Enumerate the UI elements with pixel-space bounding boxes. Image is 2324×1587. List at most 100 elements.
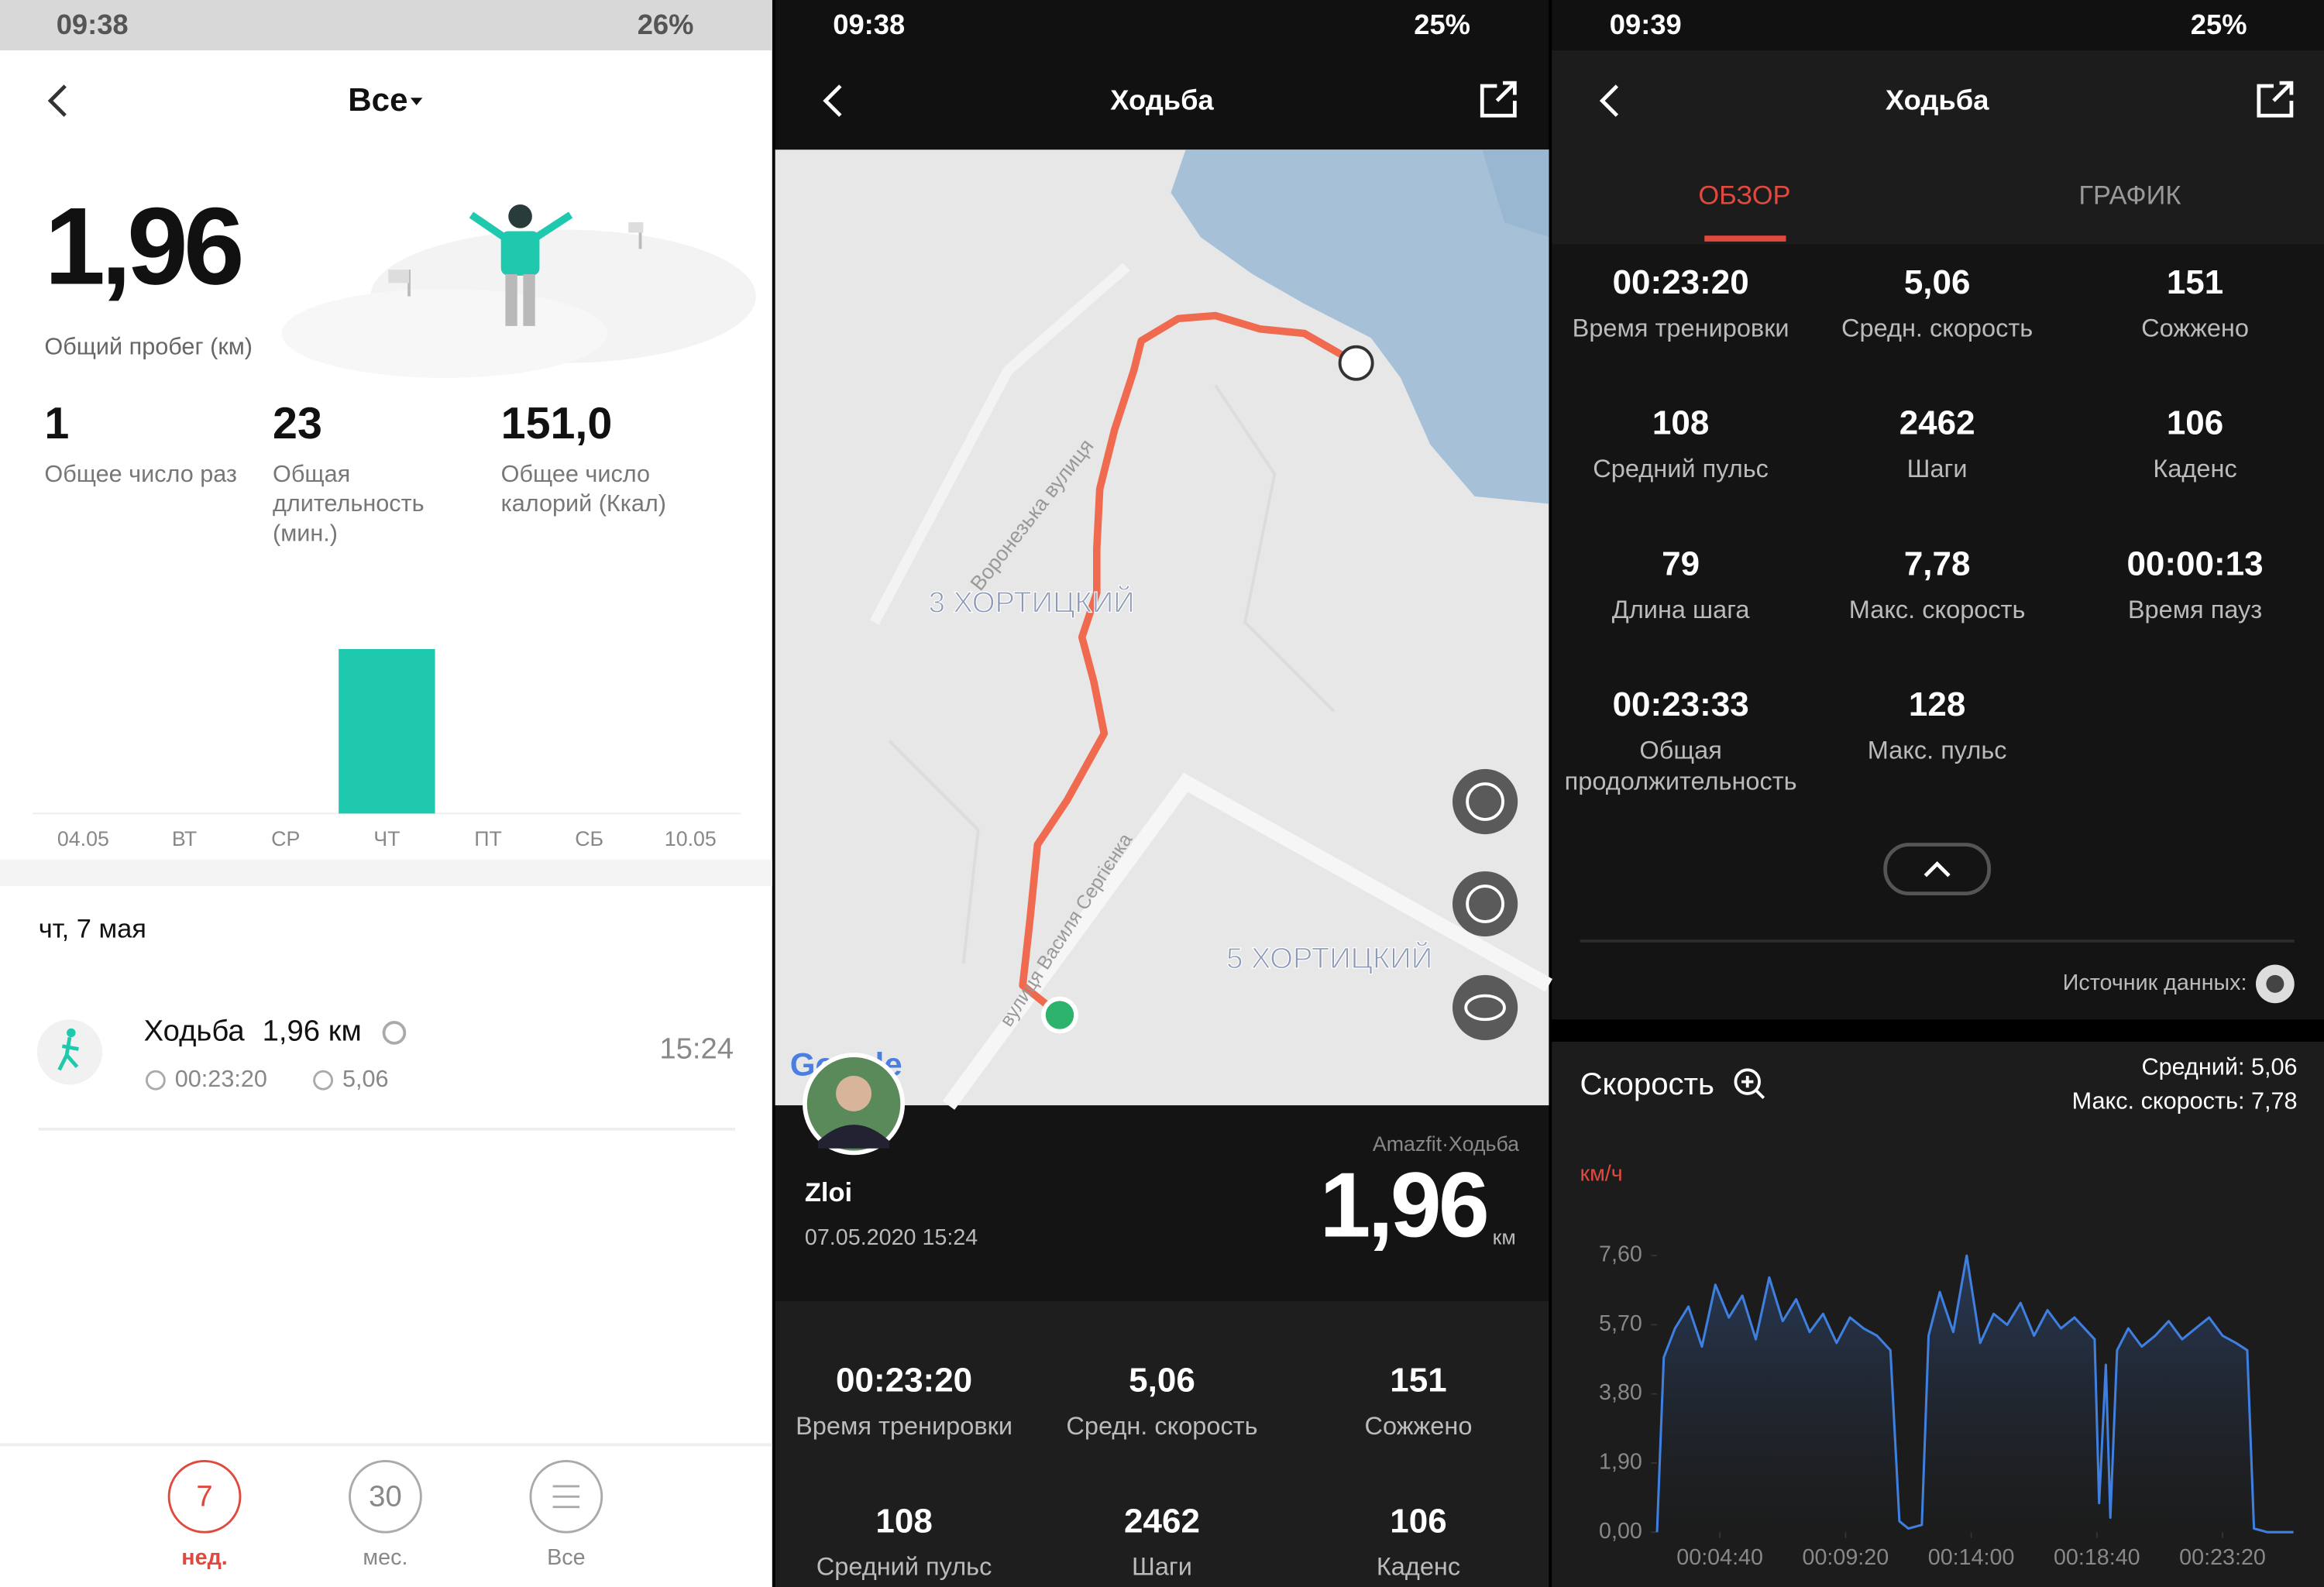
total-distance: 1,96 [44,185,241,307]
road [888,740,980,964]
stat-label-box: Общее число раз [44,462,237,488]
stat-label-box: Общее число калорий (Ккал) [501,462,666,517]
distance-unit: км [1493,1225,1516,1249]
stat-value: 106 [1390,1502,1446,1540]
icon [1464,994,1506,1022]
water [1171,149,1549,504]
tab-indicator [1704,235,1786,242]
panel-middle-header [775,0,1549,150]
filter-title[interactable]: Все [348,81,407,118]
x-tick-label: 00:23:20 [2179,1545,2266,1570]
road [942,772,1553,1110]
stat-label-box: Общая продолжительность [1565,737,1797,796]
route-start [1041,996,1078,1034]
stat-label: Каденс [1376,1552,1461,1582]
title: Ходьба [1886,84,1989,116]
stat-value: 151 [2167,263,2223,301]
user-name: Zloi [805,1178,852,1207]
stat-label: Средний пульс [1593,455,1769,483]
day-label: чт, 7 мая [39,915,146,944]
nav-icon[interactable]: 30 [369,1479,402,1513]
stat-value: 00:23:33 [1613,685,1749,723]
device: Amazfit·Ходьба [1373,1132,1519,1156]
nav-label[interactable]: Все [547,1545,585,1570]
stat-value: 5,06 [1129,1362,1195,1400]
x-tick-label: 00:09:20 [1803,1545,1889,1570]
stat-label: Время тренировки [796,1412,1013,1441]
distance: 1,96 [1319,1154,1487,1256]
stat-value: 2462 [1899,404,1975,442]
icons [36,81,2295,1534]
stats-area [775,1300,1549,1587]
y-tick-label: 0,00 [1599,1519,1642,1544]
status-time: 09:38 [57,9,129,40]
stat-label-box: Длина шага [1611,596,1750,624]
nav-icon[interactable]: 7 [196,1479,212,1513]
x-tick-label: СБ [575,827,603,850]
x-tick-label: 00:14:00 [1928,1545,2015,1570]
title: Ходьба [1110,84,1214,116]
stat-label: Сожжено [1364,1412,1473,1441]
stat-label: Длина шага [1611,596,1750,624]
stat-value: 00:00:13 [2126,544,2263,582]
stat-value: 108 [875,1502,932,1540]
x-tick-label: 10.05 [665,827,717,850]
x-tick-label: ЧТ [373,827,400,850]
data-source: Источник данных: [2063,970,2247,995]
stat-value: 151 [1390,1362,1446,1400]
status-time: 09:39 [1610,9,1682,40]
stat-value: 2462 [1124,1502,1200,1540]
annotation: Макс. скорость: 7,78 [2072,1087,2298,1114]
total-label: Общий пробег (км) [44,334,253,360]
separator [0,859,772,887]
nav-label[interactable]: мес. [363,1545,407,1570]
status-bar [0,0,772,51]
y-axis-label: км/ч [1580,1162,1623,1187]
stats-area [1552,244,2324,1020]
map-button[interactable] [1452,871,1518,937]
x-tick-label: ВТ [172,827,197,850]
bar [339,648,435,814]
stat-value: 7,78 [1904,544,1971,582]
stat-label-box: Каденс [2153,455,2237,483]
workout-time: 15:24 [659,1032,734,1066]
tab[interactable]: ГРАФИК [2078,181,2181,211]
battery: 26% [638,9,694,40]
stat-label: Общая длительность (мин.) [273,462,425,547]
summary [775,1105,1549,1301]
stat-value: 151,0 [501,399,613,448]
stat-label: Средний пульс [816,1552,992,1582]
workout-distance: 1,96 км [263,1015,362,1048]
avatar-body [818,1125,889,1149]
stat-label-box: Сожжено [2141,314,2249,342]
dropdown-icon [410,98,423,105]
workout-duration: 00:23:20 [175,1066,267,1092]
battery: 25% [2191,9,2247,40]
stat-label: Каденс [2153,455,2237,483]
line [1655,1254,2294,1534]
stat-value: 23 [273,399,322,448]
stat-value: 106 [2167,404,2223,442]
x-tick-label: 00:04:40 [1676,1545,1763,1570]
map-button[interactable] [1452,768,1518,835]
stat-label: Сожжено [2141,314,2249,342]
stat-value: 1 [44,399,69,448]
tab[interactable]: ОБЗОР [1698,181,1790,211]
x-tick-label: ПТ [474,827,502,850]
stat-label-box: Сожжено [1364,1412,1473,1441]
stat-label-box: Средний пульс [816,1552,992,1582]
icon [1466,885,1504,923]
y-tick-label: 3,80 [1599,1380,1642,1405]
y-tick-label: 5,70 [1599,1311,1642,1336]
workout-speed: 5,06 [342,1066,389,1092]
stat-label-box: Макс. пульс [1867,736,2007,765]
status-bar [1552,0,2324,51]
stat-label-box: Время пауз [2128,596,2262,623]
workout-name[interactable]: Ходьба [144,1015,246,1048]
map-button[interactable] [1452,974,1518,1041]
stat-label: Макс. пульс [1867,736,2007,765]
nav-label[interactable]: нед. [181,1545,227,1570]
avatar-face [836,1075,871,1111]
stat-label: Шаги [1132,1552,1192,1582]
